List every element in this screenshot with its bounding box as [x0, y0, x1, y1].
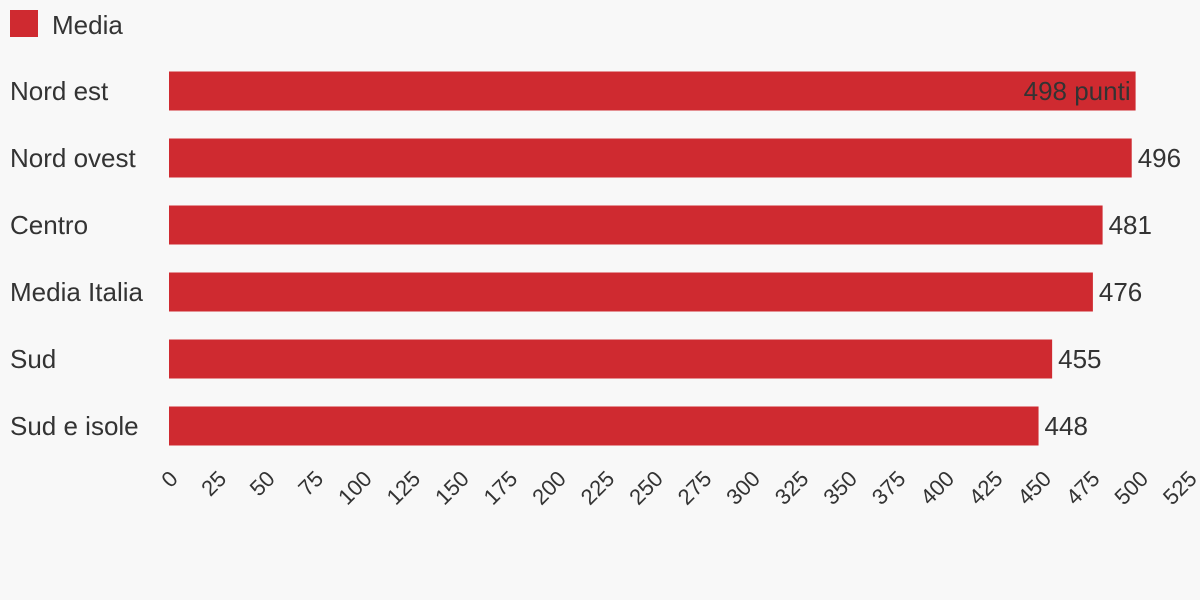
y-tick-label: Centro: [10, 210, 88, 240]
value-label: 476: [1099, 277, 1142, 307]
bar: [169, 71, 1136, 111]
value-label: 498 punti: [1024, 76, 1131, 106]
bar: [169, 272, 1093, 312]
y-tick-label: Nord ovest: [10, 143, 136, 173]
value-label: 448: [1045, 411, 1088, 441]
y-tick-label: Sud: [10, 344, 56, 374]
bar: [169, 406, 1039, 446]
value-label: 481: [1109, 210, 1152, 240]
legend-swatch: [10, 10, 38, 37]
y-tick-label: Sud e isole: [10, 411, 139, 441]
value-label: 496: [1138, 143, 1181, 173]
bar: [169, 205, 1103, 245]
y-tick-label: Media Italia: [10, 277, 143, 307]
legend-label: Media: [52, 10, 123, 40]
y-tick-label: Nord est: [10, 76, 109, 106]
bar: [169, 339, 1053, 379]
bar: [169, 138, 1132, 178]
value-label: 455: [1058, 344, 1101, 374]
